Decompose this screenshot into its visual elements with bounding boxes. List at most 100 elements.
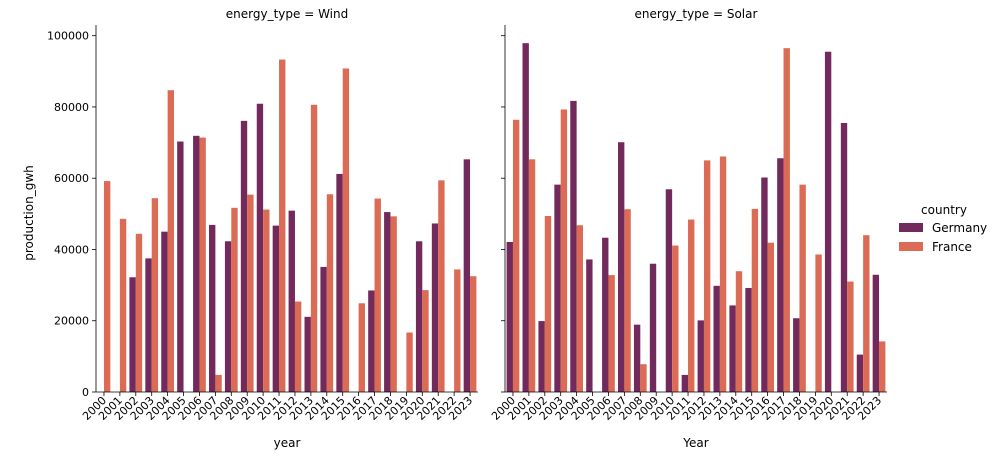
bar-france-2015 <box>342 68 350 392</box>
bar-germany-2011 <box>272 225 280 392</box>
bar-germany-2005 <box>177 141 184 392</box>
legend-title: country <box>921 203 967 217</box>
facets-layer: 0 20000 40000 60000 80000 100000 2000200120022… <box>47 7 887 450</box>
bar-france-2018 <box>390 216 397 392</box>
bar-germany-2014 <box>320 266 327 392</box>
y-tick-label: 60000 <box>54 172 89 185</box>
bar-france-2011 <box>279 59 286 393</box>
bar-france-2008 <box>640 364 647 392</box>
legend: country Germany France <box>899 203 987 254</box>
bar-germany-2003 <box>145 258 152 392</box>
y-tick-label: 0 <box>82 386 89 399</box>
bar-france-2022 <box>863 235 870 392</box>
bar-france-2006 <box>199 137 206 392</box>
bar-germany-2008 <box>633 324 641 392</box>
bar-germany-2006 <box>193 135 200 392</box>
bar-france-2021 <box>847 281 854 392</box>
bar-france-2017 <box>374 198 381 392</box>
bar-germany-2015 <box>336 173 343 392</box>
bar-germany-2005 <box>586 259 593 392</box>
y-tick-label: 20000 <box>54 315 89 328</box>
bar-france-2016 <box>767 242 774 392</box>
bar-germany-2018 <box>384 212 391 392</box>
bar-france-2000 <box>103 181 111 392</box>
bar-germany-2010 <box>256 103 264 393</box>
bar-germany-2001 <box>522 43 529 393</box>
bar-germany-2023 <box>463 159 471 392</box>
y-axis-label: production_gwh <box>22 165 36 260</box>
y-tick-label: 80000 <box>54 101 89 114</box>
bar-france-2015 <box>751 208 759 392</box>
bar-france-2014 <box>735 271 743 392</box>
bar-france-2002 <box>135 233 143 392</box>
y-tick-label: 100000 <box>47 30 89 43</box>
bar-germany-2015 <box>745 287 752 392</box>
bar-france-2014 <box>326 194 334 392</box>
bar-germany-2017 <box>777 158 784 392</box>
bar-germany-2012 <box>697 320 704 392</box>
bar-germany-2007 <box>618 142 625 392</box>
bar-germany-2013 <box>304 316 311 392</box>
bar-germany-2006 <box>602 237 609 392</box>
bar-germany-2008 <box>224 241 232 392</box>
bar-germany-2016 <box>761 177 768 392</box>
facet-title: energy_type = Wind <box>226 7 348 21</box>
bar-france-2022 <box>454 269 461 392</box>
bar-france-2010 <box>672 245 679 392</box>
legend-label-germany: Germany <box>932 221 987 235</box>
bar-france-2016 <box>358 303 365 392</box>
bar-france-2004 <box>167 90 174 392</box>
x-axis-label: year <box>274 436 301 450</box>
bar-france-2000 <box>512 119 520 392</box>
bar-germany-2013 <box>713 285 720 392</box>
bar-germany-2012 <box>288 210 295 392</box>
bar-france-2004 <box>576 225 583 392</box>
x-axis-label: Year <box>682 436 708 450</box>
bar-france-2013 <box>719 156 727 392</box>
y-tick-label: 40000 <box>54 243 89 256</box>
bar-france-2008 <box>231 207 238 392</box>
bar-france-2023 <box>470 276 477 392</box>
bar-france-2013 <box>310 104 318 392</box>
bar-france-2023 <box>879 341 886 392</box>
bar-germany-2007 <box>209 224 216 392</box>
bar-germany-2023 <box>872 274 880 392</box>
bar-france-2001 <box>528 159 536 392</box>
bar-germany-2018 <box>793 318 800 392</box>
legend-swatch-germany <box>899 223 923 232</box>
bar-germany-2000 <box>506 241 513 392</box>
bar-france-2012 <box>294 301 302 392</box>
bar-france-2003 <box>151 198 159 392</box>
facet-title: energy_type = Solar <box>635 7 758 21</box>
bar-france-2011 <box>688 219 695 392</box>
facet-panel-1: 2000200120022003200420052006200720082009… <box>489 7 887 450</box>
bar-germany-2009 <box>649 263 657 392</box>
facet-panel-0: 0200004000060000800001000002000200120022… <box>47 7 478 450</box>
bar-germany-2014 <box>729 305 736 392</box>
bar-france-2019 <box>406 332 413 392</box>
bar-france-2020 <box>422 290 429 392</box>
bar-france-2002 <box>544 215 552 392</box>
bar-germany-2004 <box>161 231 168 392</box>
bar-france-2010 <box>263 209 270 392</box>
bar-france-2007 <box>215 374 222 392</box>
bar-france-2009 <box>247 194 254 392</box>
legend-swatch-france <box>899 242 923 251</box>
bar-france-2006 <box>608 275 615 392</box>
bar-germany-2009 <box>240 120 248 392</box>
bar-france-2018 <box>799 184 806 392</box>
bar-germany-2020 <box>824 51 832 392</box>
bar-germany-2010 <box>665 189 673 392</box>
bar-germany-2003 <box>554 184 561 392</box>
bar-germany-2017 <box>368 290 375 392</box>
bar-france-2017 <box>783 48 790 392</box>
bar-france-2007 <box>624 209 631 392</box>
legend-label-france: France <box>932 240 972 254</box>
bar-germany-2021 <box>431 223 439 392</box>
bar-germany-2004 <box>570 100 577 392</box>
bar-germany-2022 <box>856 354 864 392</box>
bar-france-2003 <box>560 109 568 392</box>
bar-germany-2020 <box>415 241 423 392</box>
